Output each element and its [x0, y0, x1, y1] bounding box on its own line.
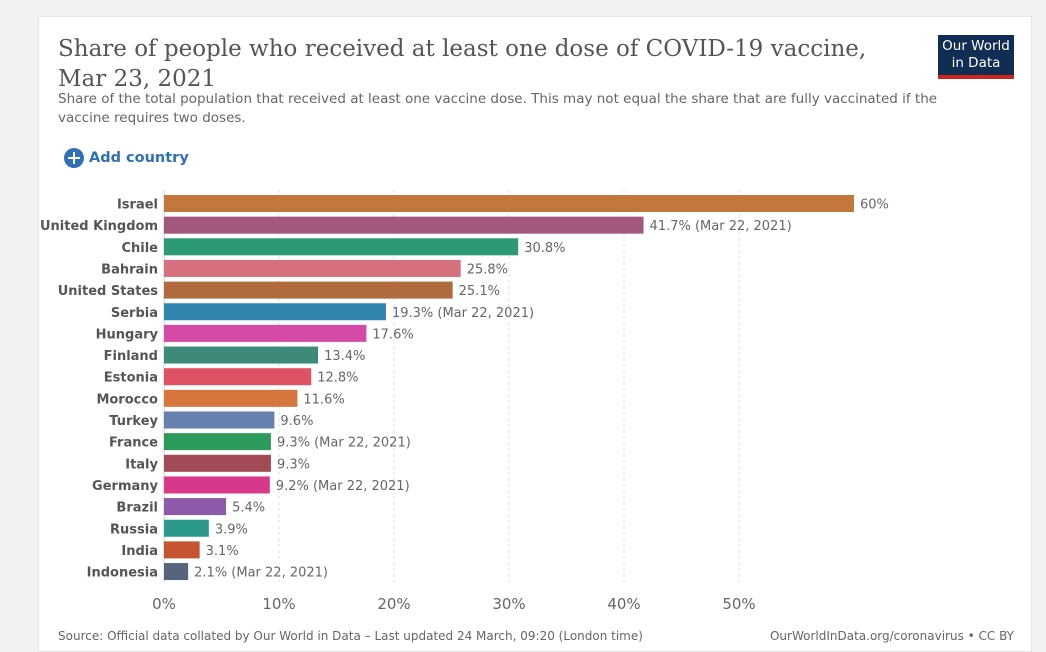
value-label: 12.8%	[317, 371, 358, 386]
add-country-button[interactable]: Add country	[64, 146, 189, 170]
owid-logo[interactable]: Our World in Data	[938, 35, 1014, 79]
category-label: Germany	[92, 479, 158, 494]
bar-russia	[164, 519, 209, 537]
bar-united-states	[164, 281, 453, 299]
category-label: Estonia	[104, 371, 158, 386]
bar-chart: 0% 10% 20% 30% 40% 50% Israel 60% United Kingdom…	[40, 190, 889, 613]
source-note: Source: Official data collated by Our Wo…	[58, 629, 643, 643]
x-tick-label: 50%	[722, 595, 755, 613]
bar-morocco	[164, 389, 298, 407]
bar-hungary	[164, 324, 367, 342]
value-label: 19.3% (Mar 22, 2021)	[392, 306, 534, 321]
x-tick-label: 10%	[262, 595, 295, 613]
x-tick-label: 30%	[492, 595, 525, 613]
value-label: 60%	[860, 198, 889, 213]
category-label: Indonesia	[87, 566, 158, 581]
bar-estonia	[164, 368, 312, 386]
value-label: 25.8%	[467, 262, 508, 277]
value-label: 9.2% (Mar 22, 2021)	[276, 479, 410, 494]
value-label: 41.7% (Mar 22, 2021)	[650, 219, 792, 234]
category-label: Finland	[104, 349, 158, 364]
value-label: 9.3% (Mar 22, 2021)	[277, 436, 411, 451]
bar-turkey	[164, 411, 275, 429]
value-label: 3.9%	[215, 522, 248, 537]
bar-chile	[164, 238, 519, 256]
category-label: Russia	[110, 522, 158, 537]
logo-line-1: Our World	[942, 38, 1010, 54]
bar-finland	[164, 346, 319, 364]
value-label: 9.6%	[280, 414, 313, 429]
x-tick-label: 20%	[377, 595, 410, 613]
bar-israel	[164, 195, 854, 212]
value-label: 13.4%	[324, 349, 365, 364]
plus-circle-icon	[64, 148, 84, 168]
bar-france	[164, 433, 271, 451]
category-label: India	[121, 544, 158, 559]
add-country-label: Add country	[89, 150, 189, 166]
bar-brazil	[164, 498, 227, 516]
bar-serbia	[164, 303, 386, 321]
value-label: 30.8%	[524, 241, 565, 256]
bar-united-kingdom	[164, 216, 644, 234]
value-label: 3.1%	[206, 544, 239, 559]
bar-bahrain	[164, 259, 461, 277]
bar-indonesia	[164, 563, 189, 581]
value-label: 17.6%	[372, 327, 413, 342]
category-label: Hungary	[96, 327, 159, 342]
logo-line-2: in Data	[951, 55, 1001, 71]
category-label: Turkey	[109, 414, 158, 429]
bar-germany	[164, 476, 270, 494]
value-label: 2.1% (Mar 22, 2021)	[194, 566, 328, 581]
value-label: 5.4%	[232, 501, 265, 516]
x-tick-label: 0%	[152, 595, 176, 613]
category-label: United States	[58, 284, 159, 299]
credit-link[interactable]: OurWorldInData.org/coronavirus • CC BY	[769, 629, 1014, 643]
category-label: Serbia	[111, 306, 158, 321]
chart-title: Share of people who received at least on…	[58, 36, 867, 92]
value-label: 9.3%	[277, 457, 310, 472]
category-label: Morocco	[96, 392, 158, 407]
category-label: Italy	[125, 457, 158, 472]
x-tick-label: 40%	[607, 595, 640, 613]
category-label: Chile	[121, 241, 158, 256]
value-label: 11.6%	[303, 392, 344, 407]
category-label: France	[109, 436, 158, 451]
bar-india	[164, 541, 200, 559]
category-label: Brazil	[116, 501, 158, 516]
value-label: 25.1%	[459, 284, 500, 299]
chart-subtitle: Share of the total population that recei…	[58, 91, 938, 126]
category-label: Israel	[117, 198, 158, 213]
category-label: Bahrain	[101, 262, 158, 277]
category-label: United Kingdom	[40, 219, 158, 234]
bar-italy	[164, 454, 271, 472]
